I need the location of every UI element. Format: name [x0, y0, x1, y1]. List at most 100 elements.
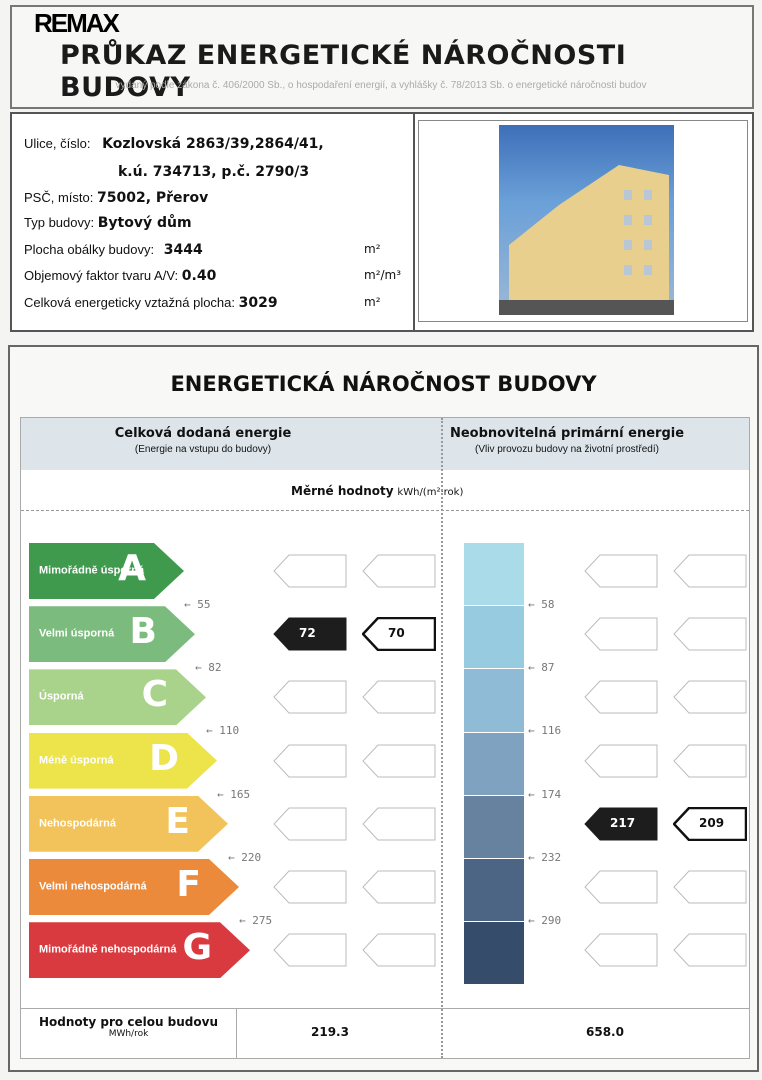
rating-title: ENERGETICKÁ NÁROČNOST BUDOVY [170, 372, 597, 396]
right-current-arrow-value: 217 [610, 815, 636, 830]
primary-energy-scale [464, 543, 524, 985]
left-current-arrow [273, 870, 347, 904]
street-value-2: k.ú. 734713, p.č. 2790/3 [118, 164, 310, 180]
left-threshold: ← 82 [195, 661, 222, 675]
scale-segment [464, 858, 524, 922]
right-current-arrow [584, 933, 658, 967]
footer-right-value: 658.0 [586, 1025, 624, 1039]
energy-class-f: Velmi nehospodárná F [29, 859, 239, 915]
left-reference-arrow-value: 70 [388, 626, 405, 641]
class-letter: D [149, 737, 179, 779]
specific-label: Měrné hodnoty [291, 484, 394, 498]
specific-values-row: Měrné hodnoty kWh/(m²·rok) [21, 470, 749, 511]
footer-unit: MWh/rok [108, 1029, 149, 1039]
left-threshold: ← 165 [217, 787, 251, 801]
class-letter: F [176, 864, 201, 905]
scale-segment [464, 669, 524, 732]
psc-label: PSČ, místo: [24, 190, 94, 205]
remax-logo: REMAX [34, 8, 120, 38]
left-reference-arrow: 70 [362, 617, 436, 652]
energy-class-e: Nehospodárná E [29, 795, 228, 852]
scale-segment [464, 543, 524, 606]
ref-label: Celková energeticky vztažná plocha: [24, 295, 236, 310]
photo-frame [418, 120, 748, 322]
street-value: Kozlovská 2863/39,2864/41, [102, 136, 324, 152]
rating-section: ENERGETICKÁ NÁROČNOST BUDOVY Celková dod… [8, 345, 759, 1072]
left-reference-arrow [362, 680, 436, 714]
right-reference-arrow [673, 554, 747, 588]
class-label: Velmi úsporná [39, 627, 115, 640]
right-threshold: ← 116 [528, 724, 562, 738]
left-threshold: ← 110 [206, 724, 240, 738]
right-current-arrow [584, 870, 658, 904]
area-value: 3444 [163, 242, 203, 258]
ref-unit: m² [364, 295, 381, 309]
area-unit: m² [364, 242, 381, 256]
class-label: Nehospodárná [39, 817, 117, 830]
right-reference-arrow [673, 870, 747, 904]
factor-value: 0.40 [181, 268, 217, 284]
left-reference-arrow [362, 870, 436, 904]
left-threshold: ← 55 [184, 598, 211, 611]
left-header: Celková dodaná energie (Energie na vstupu… [21, 426, 385, 455]
left-reference-arrow [362, 807, 436, 841]
left-current-arrow: 72 [273, 617, 347, 651]
scale-segment [464, 795, 524, 858]
footer-left-value: 219.3 [311, 1025, 349, 1039]
footer-row: Hodnoty pro celou budovu MWh/rok 219.3 65… [21, 1008, 749, 1059]
energy-class-g: Mimořádně nehospodárná G [29, 922, 250, 979]
class-label: Úsporná [39, 690, 84, 703]
right-threshold: ← 87 [528, 661, 555, 675]
left-reference-arrow [362, 744, 436, 778]
type-row: Typ budovy: Bytový dům [24, 215, 192, 231]
left-current-arrow [273, 807, 347, 841]
ref-row: Celková energeticky vztažná plocha: 3029 [24, 295, 278, 311]
area-label: Plocha obálky budovy: [24, 242, 155, 257]
scale-segment [464, 606, 524, 669]
subtitle: vydaný podle zákona č. 406/2000 Sb., o h… [115, 80, 647, 91]
left-reference-arrow [362, 554, 436, 588]
page-title: PRŮKAZ ENERGETICKÉ NÁROČNOSTI BUDOVY [60, 40, 627, 103]
building-info: Ulice, číslo: Kozlovská 2863/39,2864/41,… [10, 112, 754, 332]
right-reference-arrow [673, 680, 747, 714]
psc-value: 75002, Přerov [96, 190, 209, 206]
class-letter: C [141, 674, 168, 716]
class-letter: A [118, 548, 146, 589]
header-box [10, 5, 754, 109]
right-header: Neobnovitelná primární energie (Vliv prov… [385, 426, 749, 455]
class-label: Mimořádně nehospodárná [39, 943, 177, 956]
right-reference-arrow [673, 617, 747, 651]
right-current-arrow [584, 680, 658, 714]
energy-class-a: Mimořádně úsporná A [29, 543, 184, 599]
left-subtitle: (Energie na vstupu do budovy) [134, 444, 272, 455]
class-letter: E [165, 800, 190, 842]
class-label: Mimořádně úsporná [39, 564, 145, 577]
right-current-arrow [584, 744, 658, 778]
left-current-arrow [273, 744, 347, 778]
building-illustration [499, 165, 674, 315]
class-letter: G [182, 927, 212, 969]
street-label: Ulice, číslo: [24, 136, 91, 151]
left-current-arrow [273, 933, 347, 967]
scale-segment [464, 732, 524, 795]
left-current-arrow-value: 72 [299, 626, 316, 641]
left-threshold: ← 275 [239, 914, 273, 927]
left-current-arrow [273, 680, 347, 714]
street-row: Ulice, číslo: Kozlovská 2863/39,2864/41, [24, 136, 324, 152]
factor-label: Objemový faktor tvaru A/V: [24, 268, 179, 283]
type-label: Typ budovy: [24, 215, 95, 230]
type-value: Bytový dům [97, 215, 192, 231]
left-reference-arrow [362, 933, 436, 967]
right-current-arrow: 217 [584, 807, 658, 841]
scale-segment [464, 922, 524, 985]
left-threshold: ← 220 [228, 850, 262, 864]
info-panel: Ulice, číslo: Kozlovská 2863/39,2864/41,… [12, 114, 415, 330]
right-threshold: ← 58 [528, 598, 555, 611]
right-threshold: ← 174 [528, 787, 562, 801]
right-reference-arrow [673, 933, 747, 967]
energy-class-d: Méně úsporná D [29, 732, 217, 789]
column-headers: Celková dodaná energie (Energie na vstupu… [21, 418, 749, 471]
area-row: Plocha obálky budovy: 3444 [24, 242, 203, 258]
right-threshold: ← 232 [528, 850, 562, 864]
right-current-arrow [584, 554, 658, 588]
